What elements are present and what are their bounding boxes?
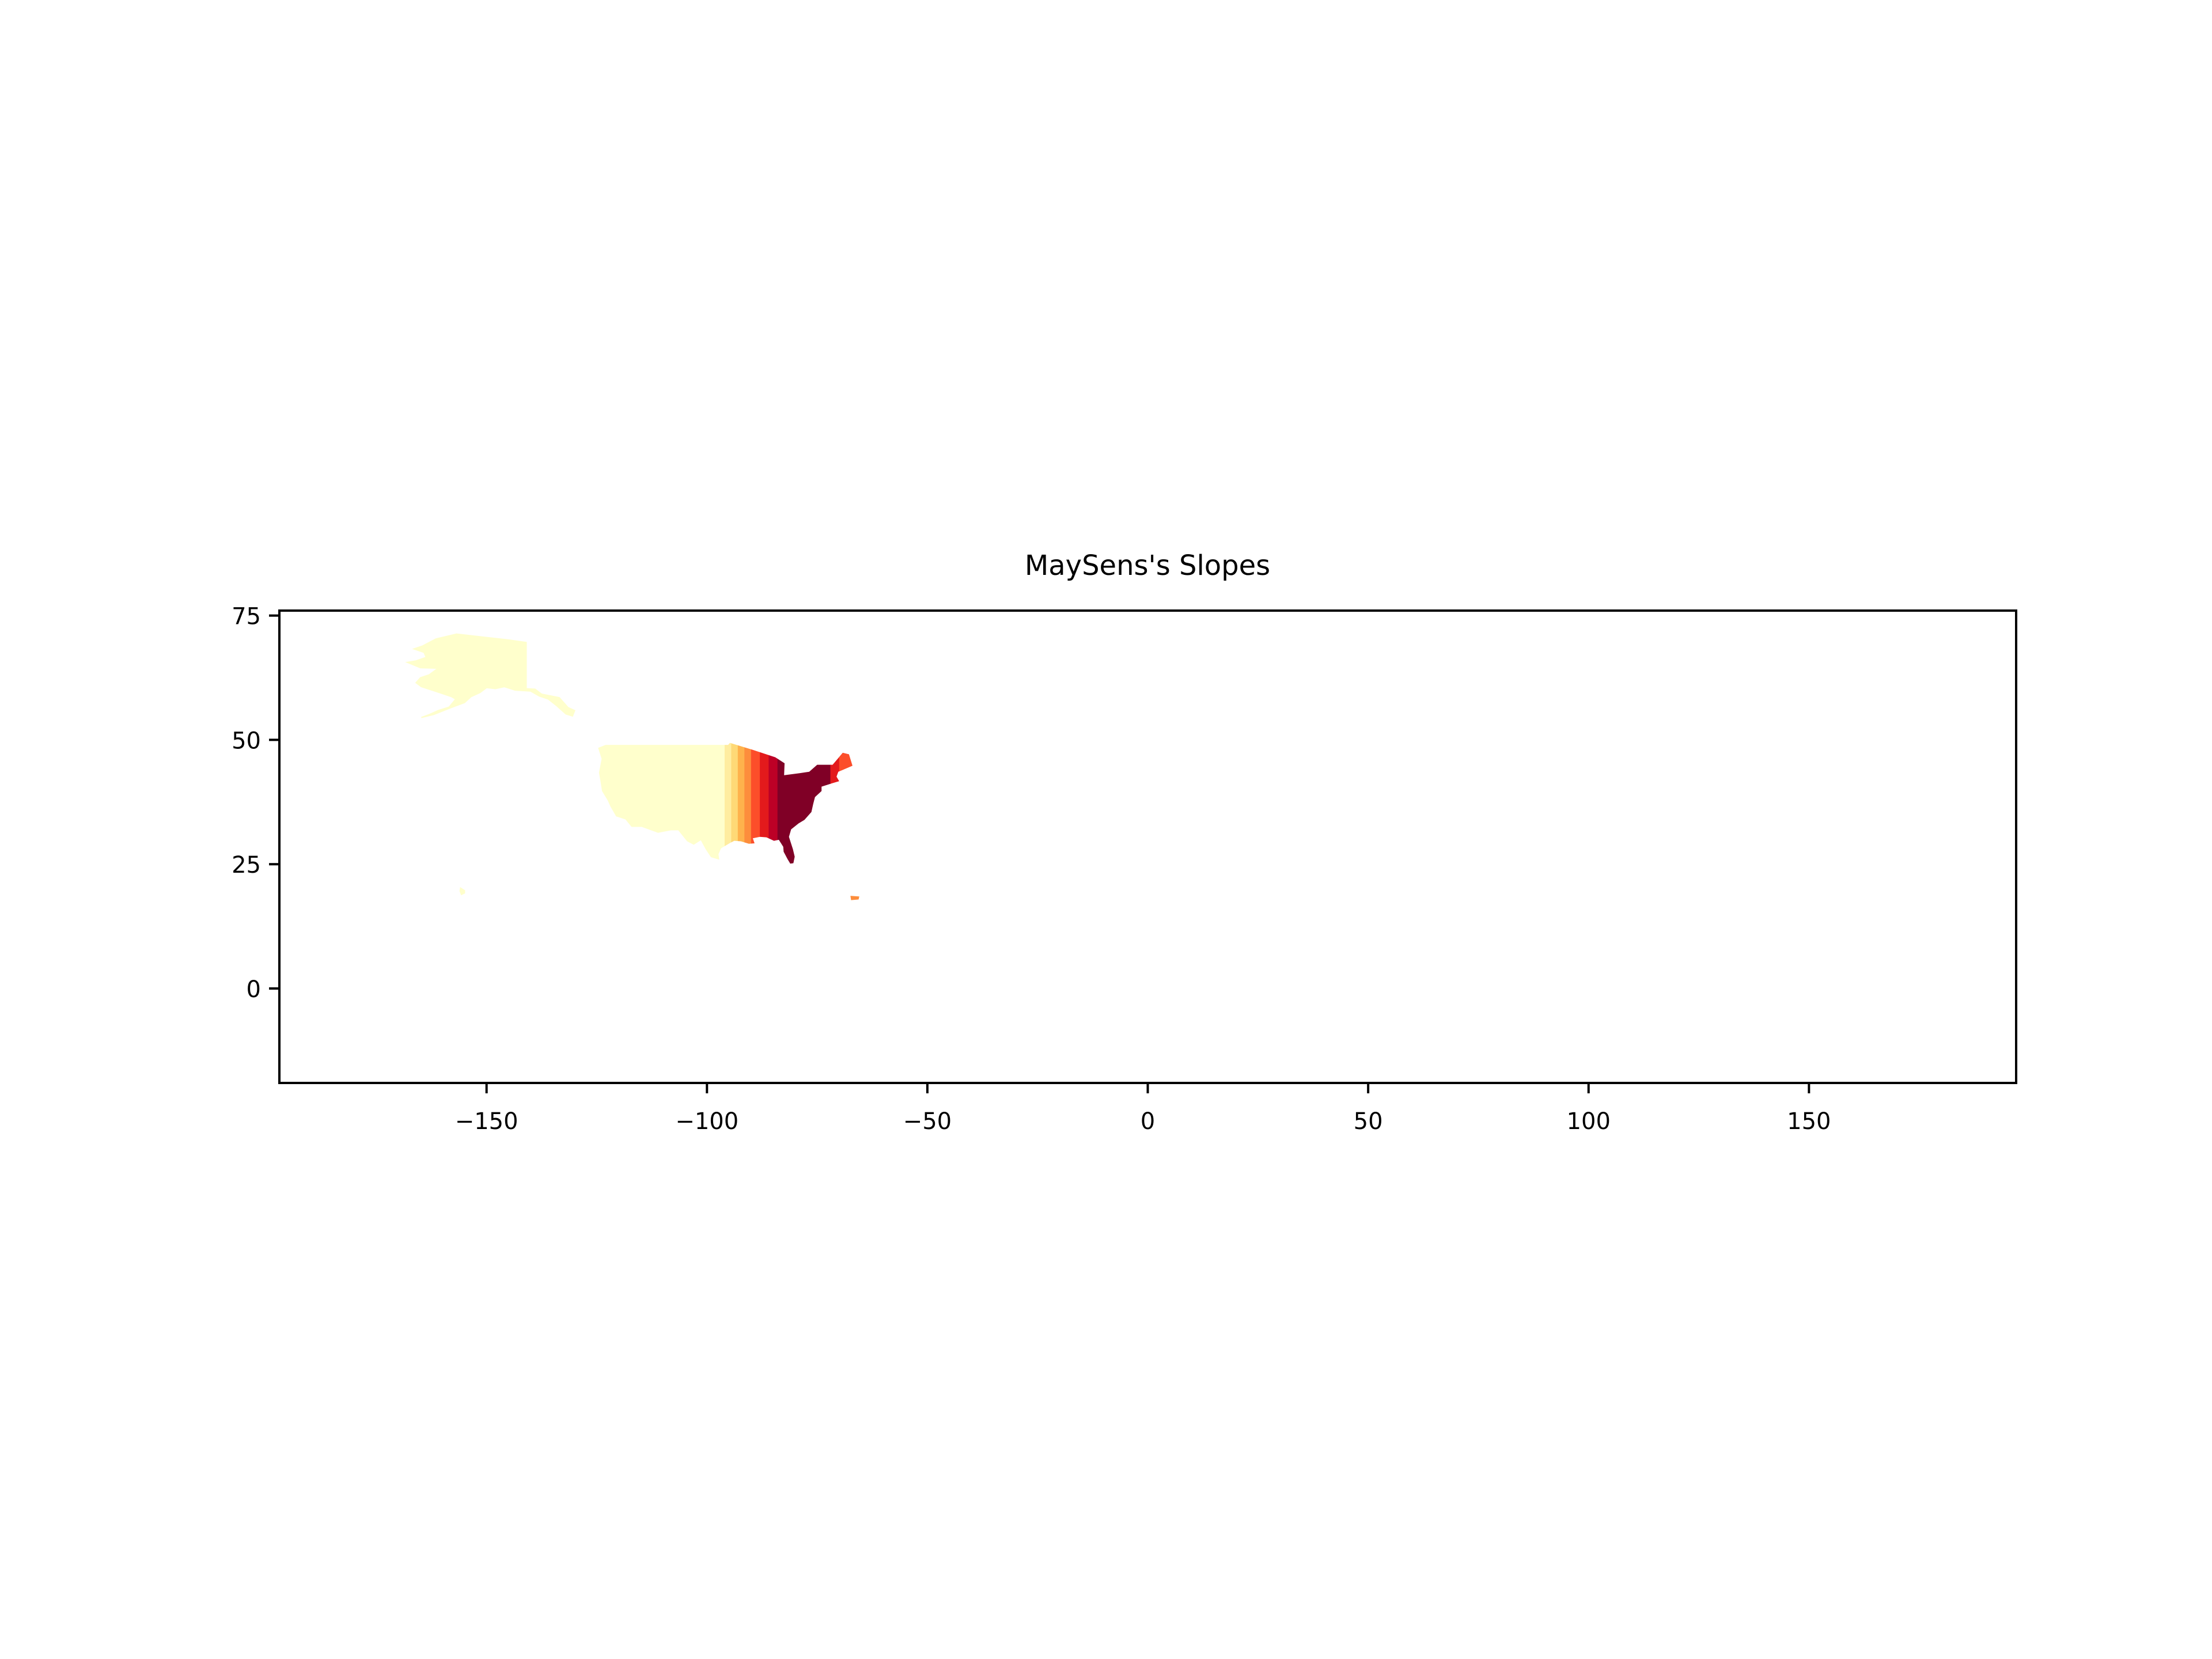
y-tick-label: 0 xyxy=(247,976,261,1003)
contour-band xyxy=(724,743,732,864)
contour-band xyxy=(731,743,738,864)
chart-title: MaySens's Slopes xyxy=(1025,550,1270,582)
x-tick-label: 0 xyxy=(1141,1108,1155,1135)
puerto-rico-region xyxy=(850,896,859,900)
non-contiguous-regions xyxy=(405,633,859,900)
contour-band xyxy=(760,743,769,864)
y-tick-label: 25 xyxy=(232,852,261,878)
y-tick-label: 75 xyxy=(232,604,261,630)
x-tick-label: −100 xyxy=(675,1108,738,1135)
contour-band xyxy=(751,743,760,864)
x-axis: −150 −100 −50 0 50 100 150 xyxy=(455,1083,1831,1135)
y-tick-label: 50 xyxy=(232,728,261,754)
x-tick-label: −50 xyxy=(903,1108,952,1135)
x-tick-label: −150 xyxy=(455,1108,518,1135)
y-axis: 0 25 50 75 xyxy=(232,604,279,1003)
contour-band xyxy=(744,743,752,864)
hawaii-region xyxy=(459,887,465,896)
x-tick-label: 150 xyxy=(1787,1108,1831,1135)
plot-area xyxy=(279,611,2016,1083)
contour-band xyxy=(737,743,745,864)
alaska-region xyxy=(405,633,575,718)
x-tick-label: 50 xyxy=(1354,1108,1383,1135)
x-tick-label: 100 xyxy=(1567,1108,1611,1135)
contour-band xyxy=(768,743,778,864)
